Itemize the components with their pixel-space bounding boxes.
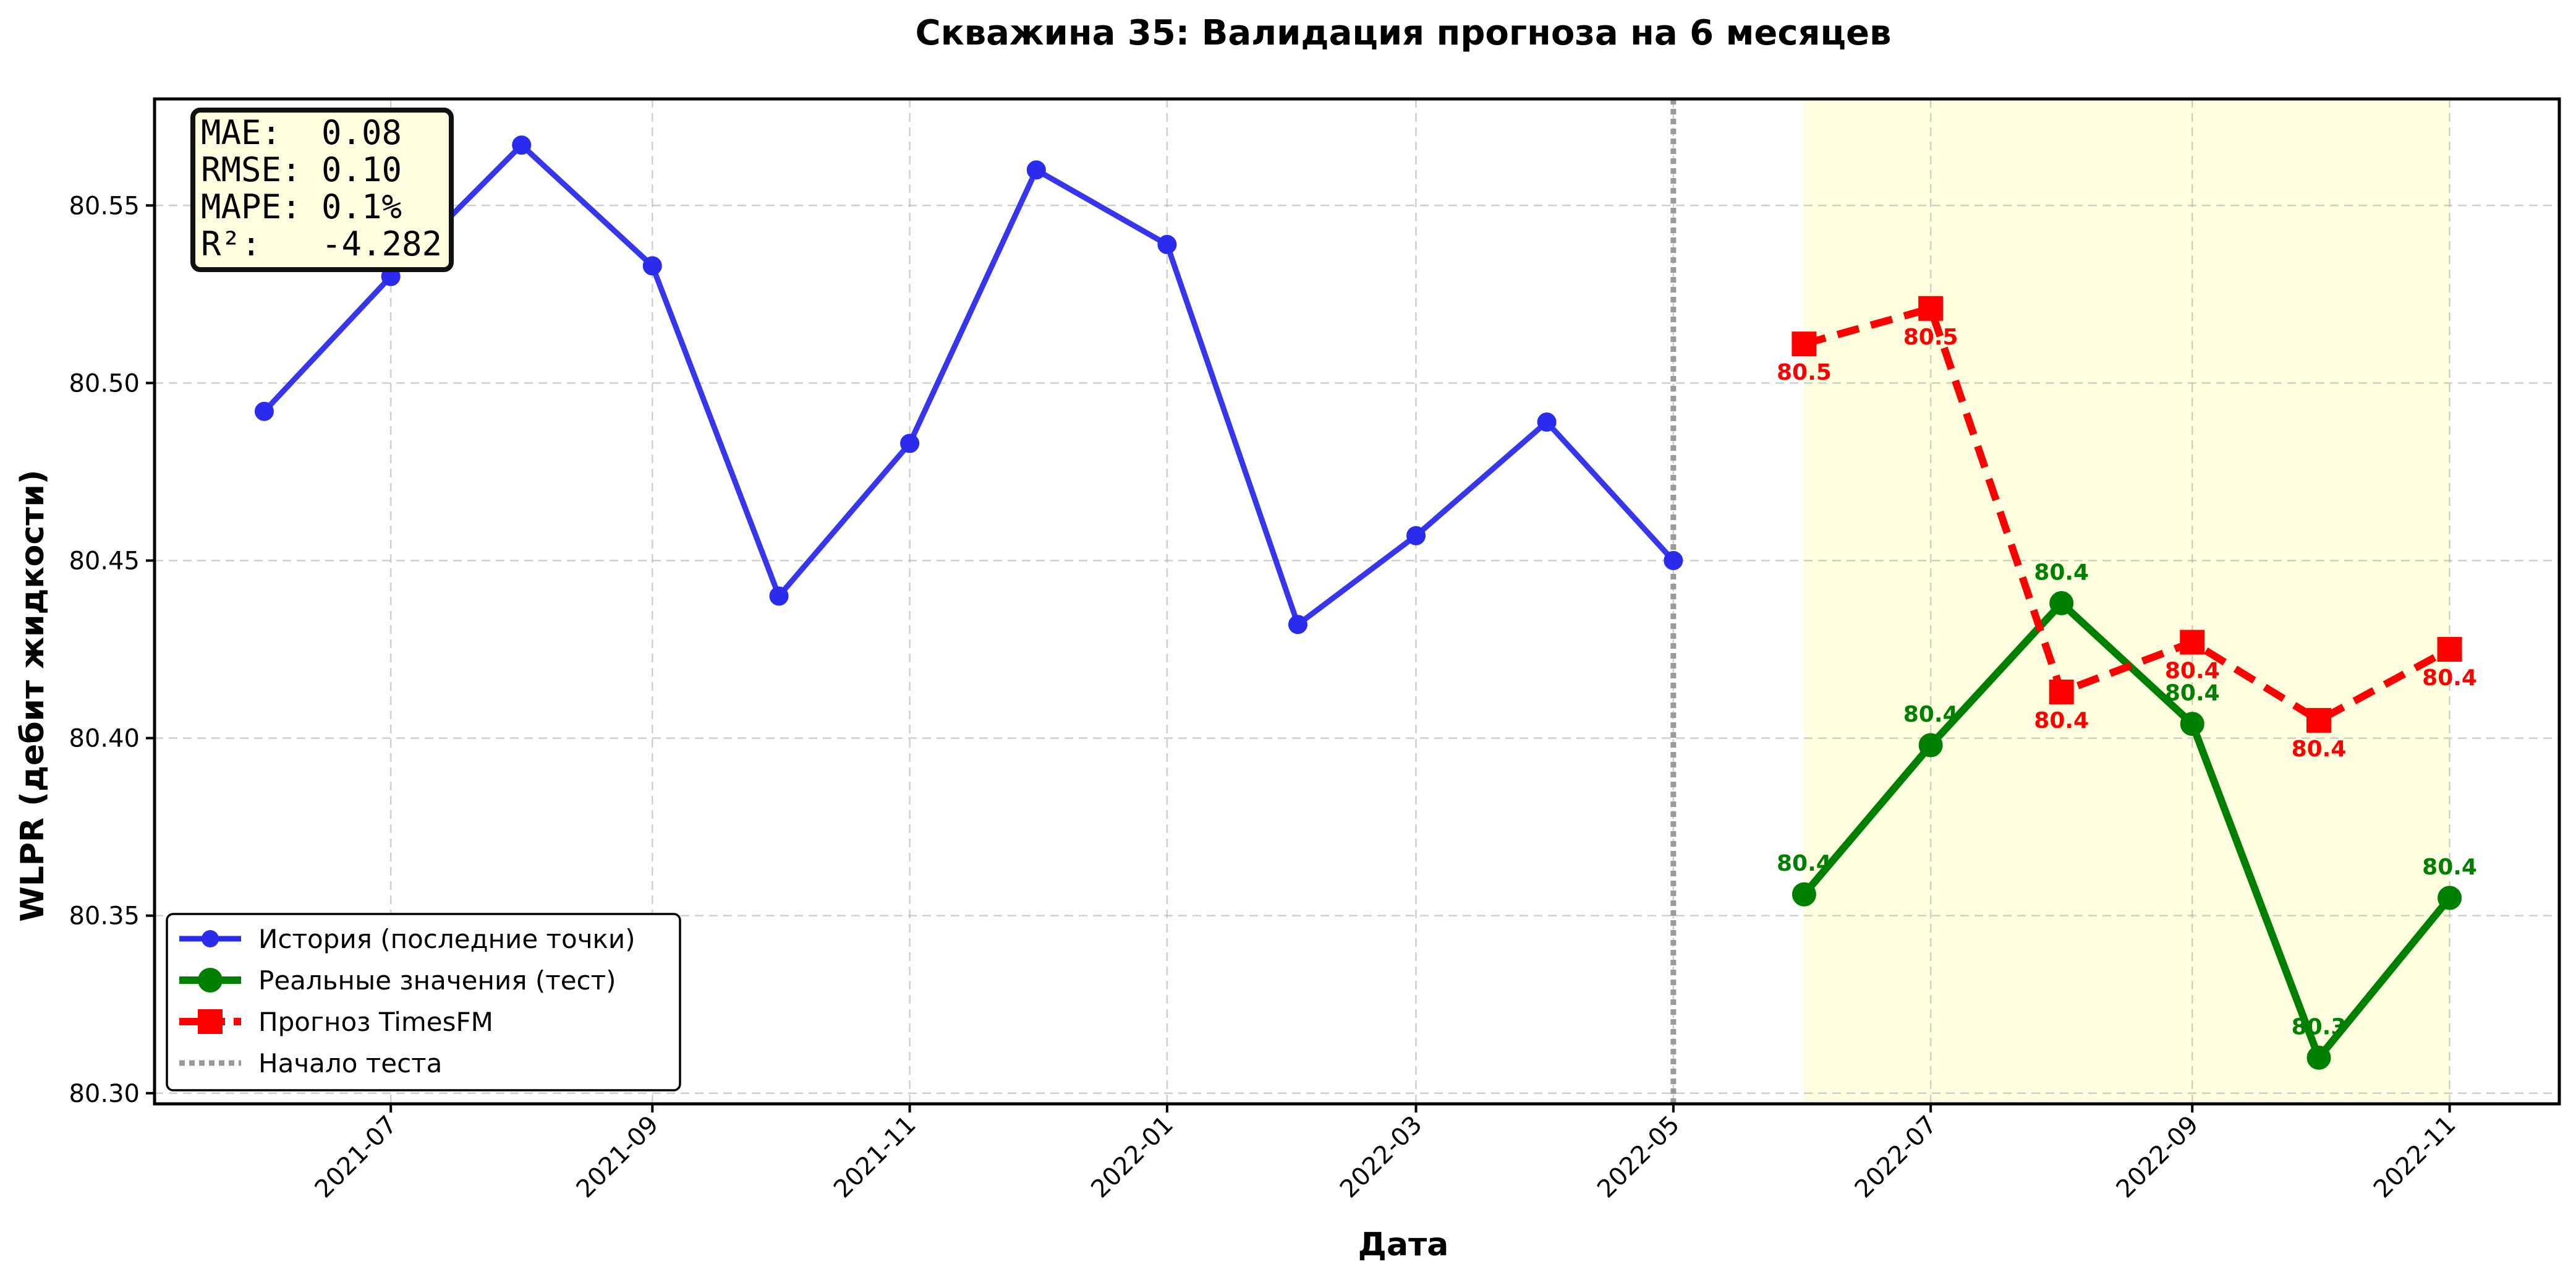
y-tick-label: 80.35 bbox=[69, 902, 140, 931]
data-point bbox=[1918, 733, 1943, 758]
metric-key: R²: bbox=[201, 224, 261, 263]
data-point bbox=[512, 135, 532, 155]
legend: История (последние точки) Реальные значен… bbox=[166, 913, 681, 1091]
test-region-shading bbox=[1804, 99, 2450, 1104]
data-point bbox=[2437, 637, 2462, 662]
data-label: 80.4 bbox=[2165, 681, 2220, 706]
axes-frame bbox=[153, 97, 2561, 1106]
metric-key: MAPE: bbox=[201, 187, 302, 226]
legend-swatch-marker bbox=[198, 1009, 223, 1034]
data-point bbox=[2438, 886, 2462, 910]
data-point bbox=[1918, 296, 1944, 321]
data-point bbox=[2049, 591, 2074, 615]
y-tick-label: 80.50 bbox=[69, 369, 140, 398]
x-tick-label: 2022-05 bbox=[1592, 1111, 1685, 1204]
data-label: 80.4 bbox=[2422, 665, 2477, 691]
chart-title: Скважина 35: Валидация прогноза на 6 мес… bbox=[916, 13, 1892, 53]
data-label: 80.4 bbox=[2034, 708, 2089, 733]
x-tick-label: 2021-09 bbox=[571, 1111, 665, 1204]
legend-label: Прогноз TimesFM bbox=[258, 1007, 493, 1037]
x-tick-label: 2021-11 bbox=[828, 1111, 922, 1204]
x-tick-label: 2022-01 bbox=[1086, 1111, 1179, 1204]
data-point bbox=[2180, 712, 2204, 737]
metric-value: 0.10 bbox=[321, 150, 402, 189]
data-point bbox=[900, 433, 920, 453]
x-tick-label: 2022-03 bbox=[1335, 1111, 1428, 1204]
legend-label: Реальные значения (тест) bbox=[258, 965, 616, 996]
y-axis-label: WLPR (дебит жидкости) bbox=[14, 469, 51, 921]
y-tick-label: 80.40 bbox=[69, 725, 140, 753]
series-line bbox=[1803, 304, 2452, 724]
y-tick-label: 80.45 bbox=[69, 547, 140, 575]
data-point bbox=[2306, 1045, 2331, 1070]
data-label: 80.5 bbox=[1777, 360, 1832, 385]
data-point bbox=[2306, 707, 2331, 733]
data-point bbox=[1157, 234, 1177, 254]
data-label: 80.5 bbox=[1903, 325, 1958, 350]
data-point bbox=[1792, 882, 1816, 907]
metric-value: 0.1% bbox=[321, 187, 402, 226]
y-tick-label: 80.30 bbox=[69, 1080, 140, 1108]
data-point bbox=[1406, 526, 1426, 545]
metric-key: MAE: bbox=[201, 113, 281, 152]
data-point bbox=[2049, 679, 2074, 704]
legend-label: Начало теста bbox=[258, 1048, 442, 1078]
metrics-box: MAE: 0.08 RMSE: 0.10 MAPE: 0.1% R²: -4.282 bbox=[190, 108, 454, 272]
data-label: 80.4 bbox=[2034, 560, 2089, 585]
data-point bbox=[1537, 412, 1557, 432]
metric-value: 0.08 bbox=[321, 113, 402, 152]
data-label: 80.4 bbox=[1903, 702, 1958, 727]
legend-swatch-marker bbox=[202, 930, 219, 947]
x-axis-label: Дата bbox=[1358, 1226, 1449, 1263]
series-line bbox=[261, 142, 1677, 628]
legend-label: История (последние точки) bbox=[258, 924, 635, 954]
data-label: 80.4 bbox=[2292, 737, 2347, 762]
data-point bbox=[1792, 331, 1817, 357]
data-label: 80.4 bbox=[1777, 851, 1832, 876]
data-label: 80.3 bbox=[2292, 1014, 2347, 1040]
x-tick-label: 2022-11 bbox=[2368, 1111, 2462, 1204]
data-label: 80.4 bbox=[2422, 855, 2477, 880]
x-tick-label: 2021-07 bbox=[310, 1111, 403, 1204]
metrics-box-frame bbox=[190, 108, 454, 272]
data-label: 80.4 bbox=[2165, 659, 2220, 684]
data-point bbox=[1288, 615, 1307, 634]
data-point bbox=[254, 401, 274, 421]
data-point bbox=[769, 586, 789, 606]
metric-key: RMSE: bbox=[201, 150, 302, 189]
y-tick-label: 80.55 bbox=[69, 192, 140, 220]
data-point bbox=[642, 256, 662, 276]
data-point bbox=[2180, 630, 2205, 655]
metric-value: -4.282 bbox=[321, 224, 442, 263]
x-tick-label: 2022-07 bbox=[1849, 1111, 1942, 1204]
data-point bbox=[1026, 160, 1046, 180]
legend-frame bbox=[166, 913, 681, 1091]
data-point bbox=[1664, 550, 1683, 570]
x-tick-label: 2022-09 bbox=[2111, 1111, 2204, 1204]
legend-swatch-marker bbox=[198, 968, 223, 993]
